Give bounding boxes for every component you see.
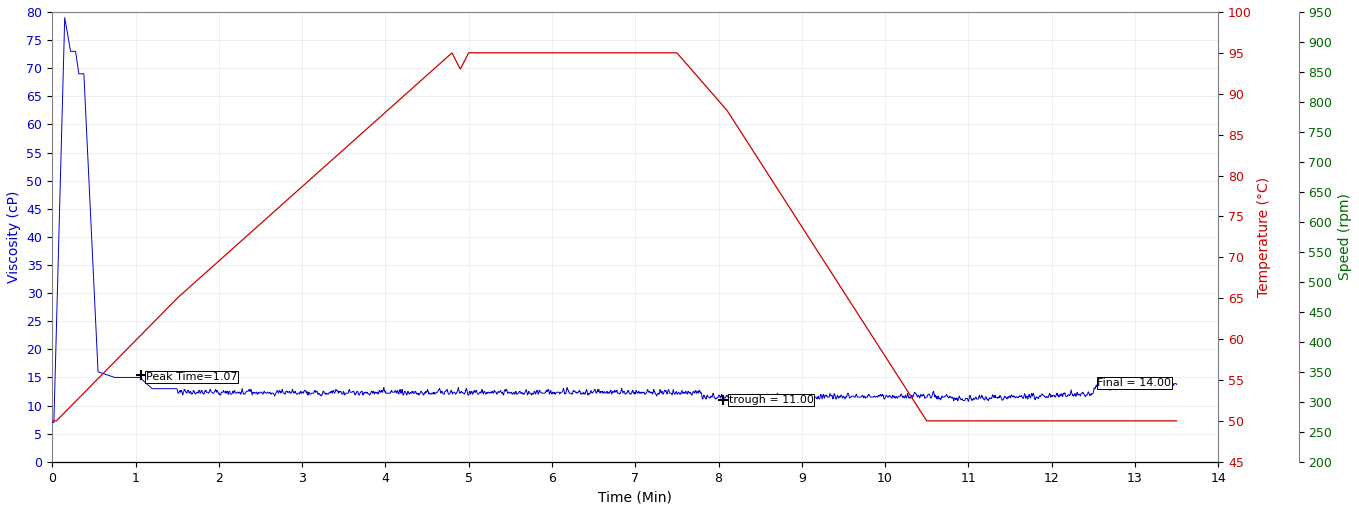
X-axis label: Time (Min): Time (Min): [598, 490, 673, 504]
Text: Final = 14.00: Final = 14.00: [1098, 378, 1171, 388]
Y-axis label: Viscosity (cP): Viscosity (cP): [7, 191, 20, 283]
Y-axis label: Speed (rpm): Speed (rpm): [1339, 194, 1352, 281]
Text: trough = 11.00: trough = 11.00: [728, 394, 814, 405]
Text: Peak Time=1.07: Peak Time=1.07: [145, 372, 236, 382]
Y-axis label: Temperature (°C): Temperature (°C): [1257, 177, 1272, 297]
